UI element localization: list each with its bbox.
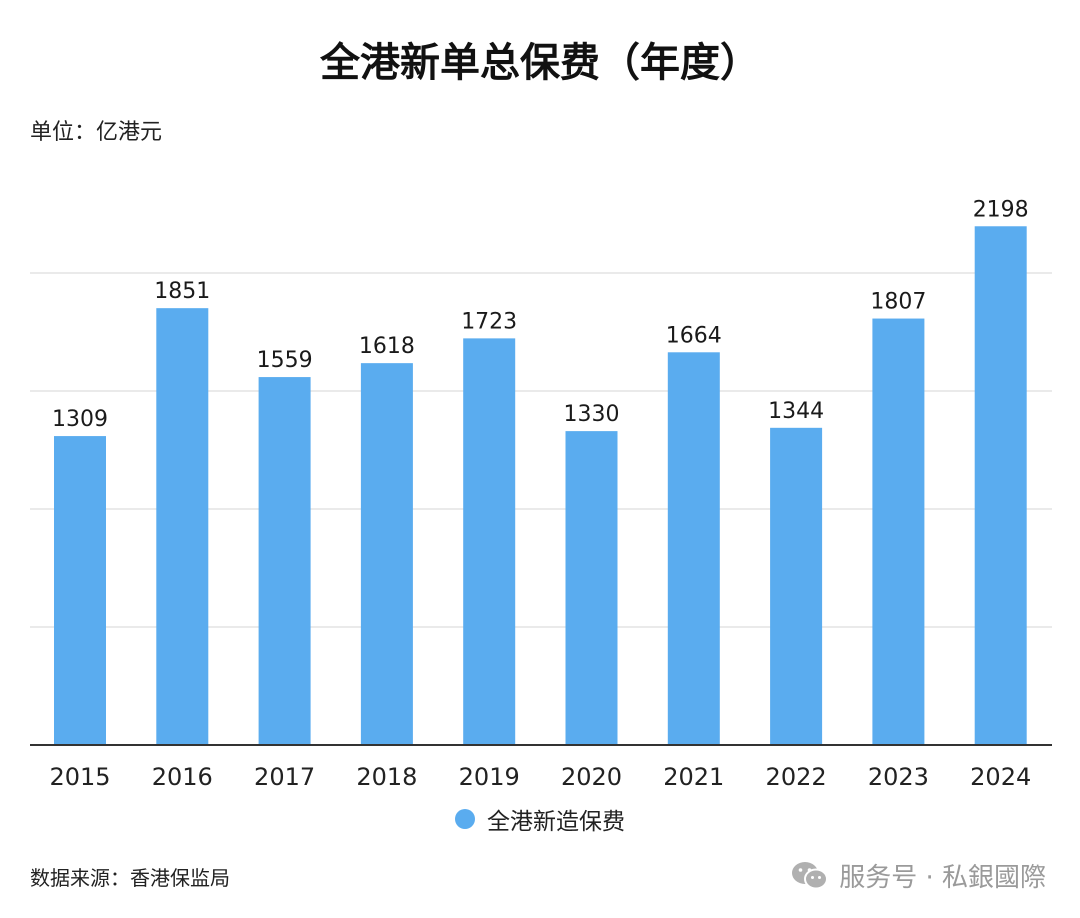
x-tick-label-2017: 2017 [254, 763, 315, 791]
data-label-2020: 1330 [564, 402, 620, 427]
bar-2016 [156, 308, 209, 745]
watermark: 服务号 · 私銀國際 [791, 857, 1046, 894]
bar-2023 [872, 318, 925, 745]
x-tick-label-2023: 2023 [868, 763, 929, 791]
data-label-2018: 1618 [359, 334, 415, 359]
legend-label: 全港新造保费 [487, 809, 625, 835]
x-tick-label-2015: 2015 [49, 763, 110, 791]
x-tick-label-2020: 2020 [561, 763, 622, 791]
data-label-2017: 1559 [257, 348, 313, 373]
bar-2017 [258, 377, 311, 745]
legend: 全港新造保费 [0, 802, 1080, 836]
data-label-2016: 1851 [154, 279, 210, 304]
x-tick-label-2022: 2022 [766, 763, 827, 791]
watermark-text: 服务号 · 私銀國際 [839, 863, 1046, 893]
wechat-icon [792, 861, 829, 889]
data-source: 数据来源：香港保监局 [30, 866, 230, 890]
legend-swatch [455, 809, 475, 829]
bar-chart: 1309 2015 1851 2016 1559 2017 1618 2018 1723 2019… [30, 197, 1052, 791]
data-label-2019: 1723 [461, 309, 517, 334]
x-tick-label-2019: 2019 [459, 763, 520, 791]
unit-label: 单位：亿港元 [30, 120, 163, 145]
bar-2018 [360, 363, 413, 745]
bar-2015 [54, 436, 106, 745]
data-label-2022: 1344 [768, 399, 824, 424]
data-label-2021: 1664 [666, 323, 722, 348]
bar-2022 [770, 427, 823, 745]
chart-title: 全港新单总保费（年度） [320, 40, 760, 86]
x-tick-label-2021: 2021 [663, 763, 724, 791]
data-label-2023: 1807 [870, 290, 926, 315]
bar-2024 [974, 226, 1027, 746]
data-label-2024: 2198 [973, 197, 1029, 222]
x-tick-label-2024: 2024 [970, 763, 1031, 791]
bar-2019 [463, 338, 516, 745]
data-label-2015: 1309 [52, 407, 108, 432]
x-tick-label-2018: 2018 [356, 763, 417, 791]
x-tick-label-2016: 2016 [152, 763, 213, 791]
bar-2021 [667, 352, 720, 745]
bar-2020 [565, 431, 618, 745]
